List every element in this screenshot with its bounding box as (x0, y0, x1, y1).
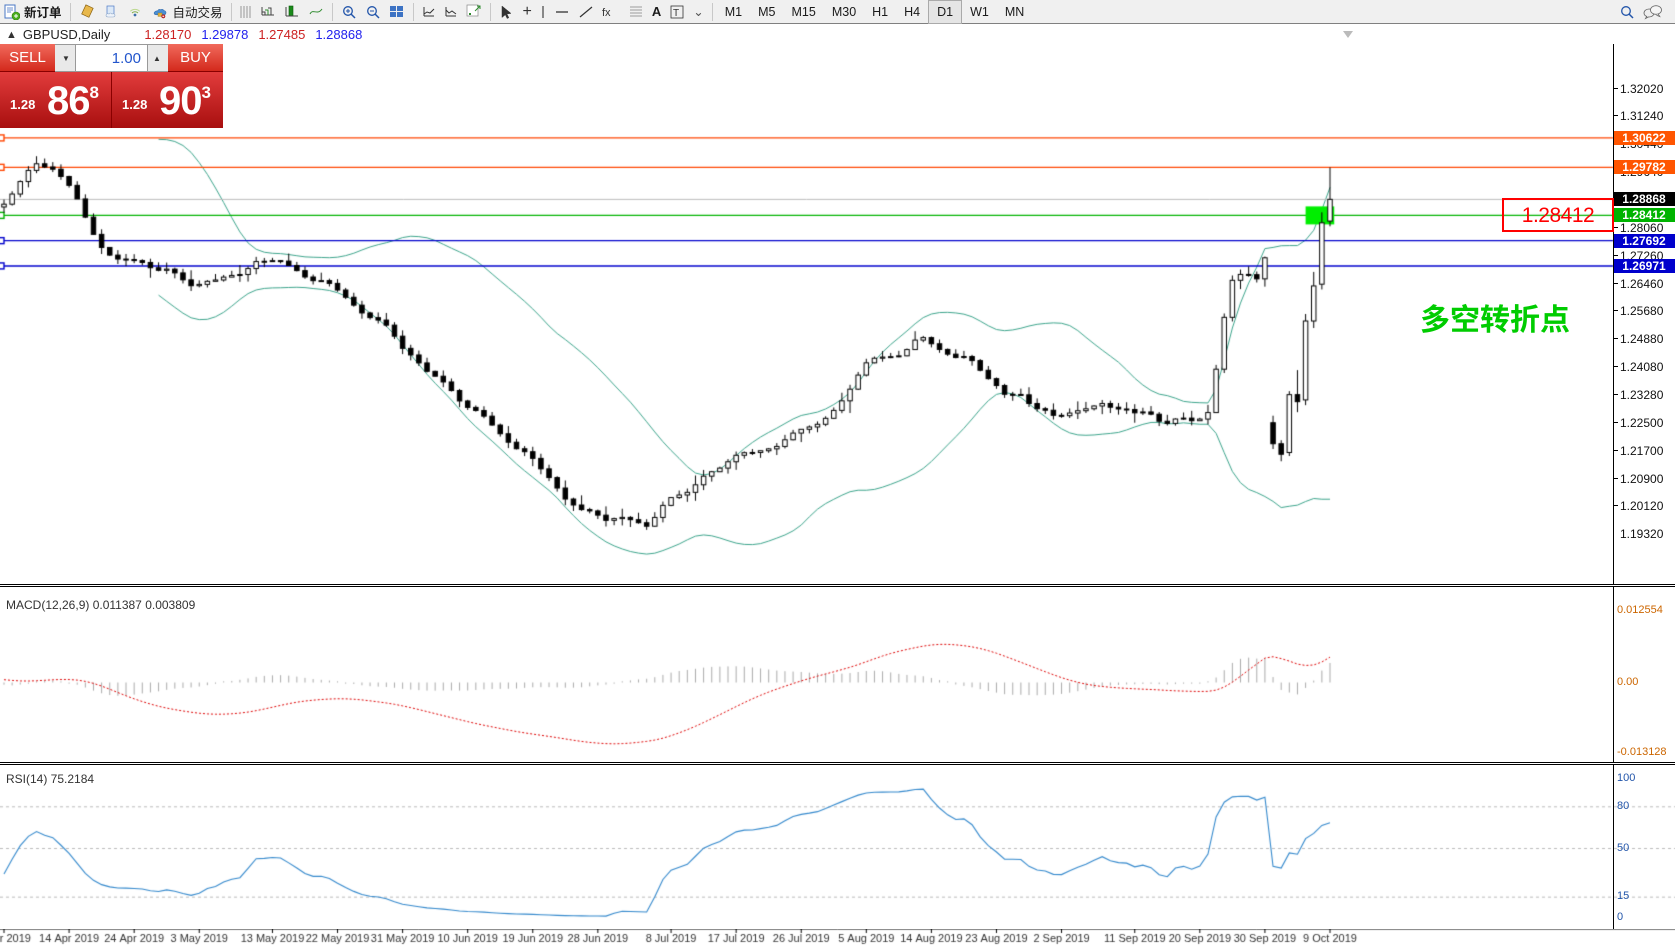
svg-text:T: T (673, 8, 679, 19)
svg-text:fx: fx (602, 7, 611, 19)
